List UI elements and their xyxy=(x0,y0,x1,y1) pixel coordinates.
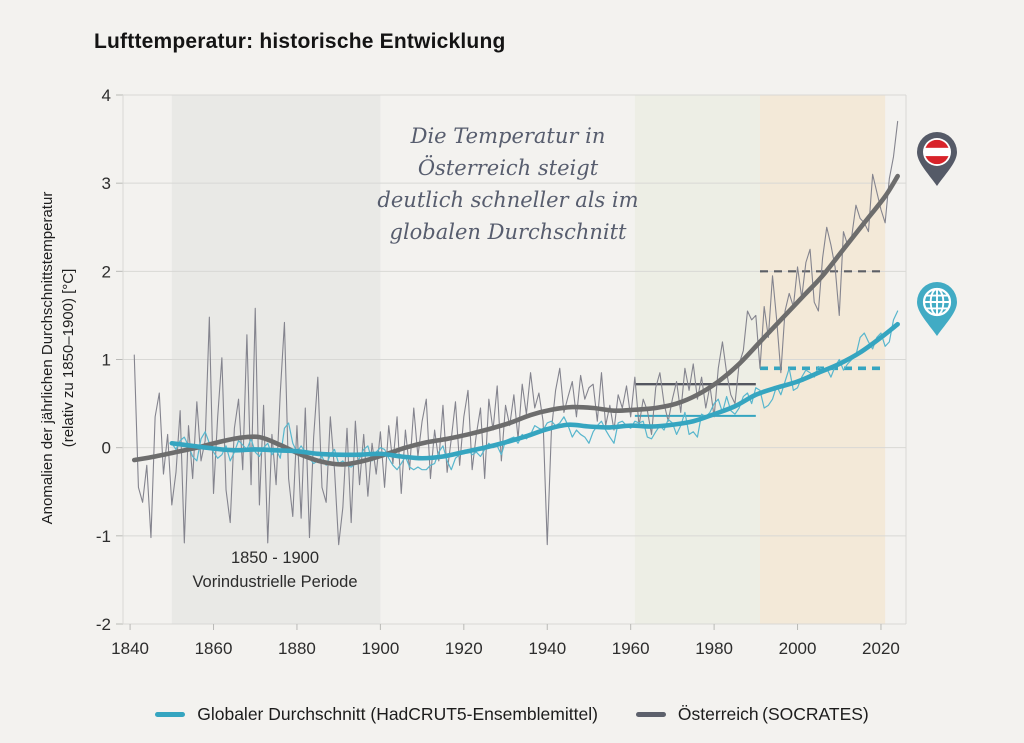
legend-swatch-global xyxy=(155,711,186,718)
annotation-line: Die Temperatur in xyxy=(410,124,606,148)
annotation-line: Österreich steigt xyxy=(417,156,599,180)
x-tick-label: 1920 xyxy=(445,639,483,658)
page-title: Lufttemperatur: historische Entwicklung xyxy=(94,30,506,53)
annotation-text: Die Temperatur in Österreich steigt deut… xyxy=(357,120,659,248)
y-axis-label-line2: (relativ zu 1850–1900) [°C] xyxy=(60,268,77,448)
y-tick-label: 0 xyxy=(102,439,111,458)
legend-label-global: Globaler Durchschnitt (HadCRUT5-Ensemble… xyxy=(197,704,598,724)
annotation-line: deutlich schneller als im xyxy=(377,188,639,212)
y-tick-label: 4 xyxy=(102,86,111,105)
x-tick-label: 1880 xyxy=(278,639,316,658)
x-tick-label: 1860 xyxy=(195,639,233,658)
annotation-line: globalen Durchschnitt xyxy=(389,220,627,244)
y-tick-label: 3 xyxy=(102,174,111,193)
y-tick-label: -1 xyxy=(96,527,111,546)
series-global-smooth xyxy=(169,321,900,461)
x-tick-label: 1840 xyxy=(111,639,149,658)
y-axis-label-line1: Anomalien der jährlichen Durchschnittste… xyxy=(39,191,56,525)
y-tick-label: -2 xyxy=(96,615,111,634)
x-tick-label: 2020 xyxy=(862,639,900,658)
x-tick-label: 1980 xyxy=(695,639,733,658)
legend-label-austria: Österreich (SOCRATES) xyxy=(677,704,869,724)
x-tick-label: 1940 xyxy=(528,639,566,658)
series-austria-smooth xyxy=(131,173,900,467)
x-tick-label: 1900 xyxy=(361,639,399,658)
x-tick-label: 1960 xyxy=(612,639,650,658)
preindustrial-period-years: 1850 - 1900 xyxy=(230,549,320,567)
y-tick-label: 2 xyxy=(102,262,111,281)
preindustrial-period-caption: Vorindustrielle Periode xyxy=(192,573,358,591)
globe-pin-icon xyxy=(913,280,961,338)
y-tick-label: 1 xyxy=(102,351,111,370)
austria-flag-pin-icon xyxy=(913,130,961,188)
legend-item-global: Globaler Durchschnitt (HadCRUT5-Ensemble… xyxy=(155,704,598,725)
preindustrial-period-label: 1850 - 1900 Vorindustrielle Periode xyxy=(168,546,382,594)
legend-item-austria: Österreich (SOCRATES) xyxy=(635,704,869,725)
x-tick-label: 2000 xyxy=(779,639,817,658)
legend: Globaler Durchschnitt (HadCRUT5-Ensemble… xyxy=(0,704,1024,725)
series-austria-annual xyxy=(133,120,899,546)
y-axis-label: Anomalien der jährlichen Durchschnittste… xyxy=(37,78,79,638)
legend-swatch-austria xyxy=(635,711,666,718)
